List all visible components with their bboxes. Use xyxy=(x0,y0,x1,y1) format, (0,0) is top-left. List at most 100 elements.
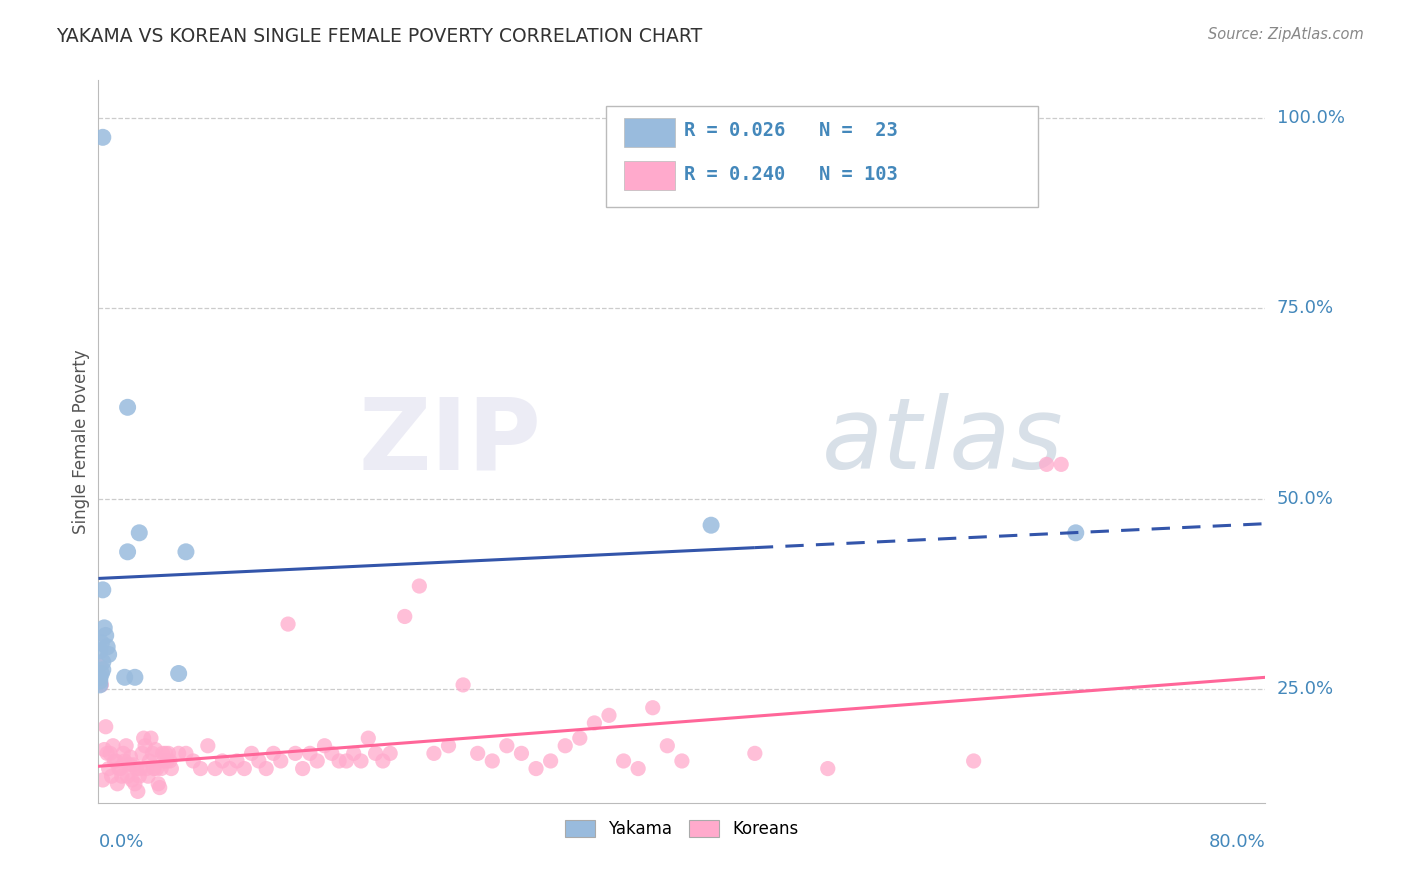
Point xyxy=(143,742,166,756)
Point xyxy=(94,720,117,734)
Point xyxy=(96,640,118,654)
Point xyxy=(364,747,387,761)
Point xyxy=(103,754,125,768)
Text: YAKAMA VS KOREAN SINGLE FEMALE POVERTY CORRELATION CHART: YAKAMA VS KOREAN SINGLE FEMALE POVERTY C… xyxy=(56,27,703,45)
Point xyxy=(423,747,446,761)
Point xyxy=(93,621,115,635)
Point xyxy=(156,754,179,768)
Point xyxy=(641,700,664,714)
Point xyxy=(357,731,380,746)
Point xyxy=(90,678,112,692)
Point xyxy=(481,754,503,768)
Point xyxy=(321,747,343,761)
Point xyxy=(167,666,190,681)
Point xyxy=(129,762,152,776)
Point xyxy=(157,747,180,761)
Point xyxy=(568,731,591,746)
Point xyxy=(97,648,120,662)
Point xyxy=(307,754,329,768)
Point xyxy=(121,772,143,787)
Point xyxy=(114,670,136,684)
Point xyxy=(94,628,117,642)
Point xyxy=(700,518,723,533)
Point xyxy=(91,772,114,787)
Point xyxy=(105,777,128,791)
Text: 0.0%: 0.0% xyxy=(98,833,143,851)
Point xyxy=(167,747,190,761)
Point xyxy=(657,739,679,753)
Point xyxy=(108,762,131,776)
Point xyxy=(160,762,183,776)
Text: Source: ZipAtlas.com: Source: ZipAtlas.com xyxy=(1208,27,1364,42)
Point xyxy=(89,659,111,673)
Point xyxy=(540,754,562,768)
Point xyxy=(510,747,533,761)
Text: 80.0%: 80.0% xyxy=(1209,833,1265,851)
Point xyxy=(817,762,839,776)
Point xyxy=(127,784,149,798)
Point xyxy=(226,754,249,768)
Point xyxy=(277,617,299,632)
Point xyxy=(350,754,373,768)
Point xyxy=(181,754,204,768)
Point xyxy=(437,739,460,753)
Point xyxy=(153,754,176,768)
Point xyxy=(100,769,122,783)
Point xyxy=(114,754,136,768)
Text: R = 0.026   N =  23: R = 0.026 N = 23 xyxy=(685,121,898,140)
Point xyxy=(136,769,159,783)
Point xyxy=(125,762,148,776)
FancyBboxPatch shape xyxy=(624,118,675,147)
Point xyxy=(204,762,226,776)
Point xyxy=(148,777,170,791)
Text: 75.0%: 75.0% xyxy=(1277,300,1334,318)
Point xyxy=(132,731,155,746)
Point xyxy=(115,739,138,753)
Point xyxy=(91,582,114,597)
Point xyxy=(155,747,177,761)
Point xyxy=(128,525,150,540)
Point xyxy=(1064,525,1087,540)
Point xyxy=(128,769,150,783)
Point xyxy=(612,754,634,768)
Point xyxy=(233,762,256,776)
Point xyxy=(744,747,766,761)
Point xyxy=(101,739,124,753)
Point xyxy=(146,762,169,776)
Point xyxy=(247,754,270,768)
Text: 100.0%: 100.0% xyxy=(1277,110,1344,128)
Point xyxy=(1035,458,1057,472)
Point xyxy=(598,708,620,723)
Point xyxy=(371,754,394,768)
Point xyxy=(93,742,115,756)
FancyBboxPatch shape xyxy=(624,161,675,190)
Point xyxy=(98,747,121,761)
Point xyxy=(394,609,416,624)
Point xyxy=(110,762,132,776)
Point xyxy=(174,545,197,559)
Point xyxy=(159,754,181,768)
Point xyxy=(141,747,163,761)
Point xyxy=(90,666,112,681)
Point xyxy=(467,747,489,761)
Point xyxy=(328,754,350,768)
Point xyxy=(190,762,212,776)
Point xyxy=(118,757,141,772)
Point xyxy=(104,754,127,768)
Point xyxy=(124,670,146,684)
Point xyxy=(149,780,172,795)
Point xyxy=(270,754,292,768)
Point xyxy=(135,762,157,776)
Point xyxy=(262,747,284,761)
Point xyxy=(134,739,156,753)
Legend: Yakama, Koreans: Yakama, Koreans xyxy=(558,814,806,845)
Point xyxy=(335,754,357,768)
Point xyxy=(122,757,145,772)
Point xyxy=(496,739,519,753)
Point xyxy=(343,747,366,761)
Point xyxy=(131,747,153,761)
Point xyxy=(284,747,307,761)
Point xyxy=(91,655,114,669)
Point xyxy=(627,762,650,776)
Point xyxy=(291,762,314,776)
